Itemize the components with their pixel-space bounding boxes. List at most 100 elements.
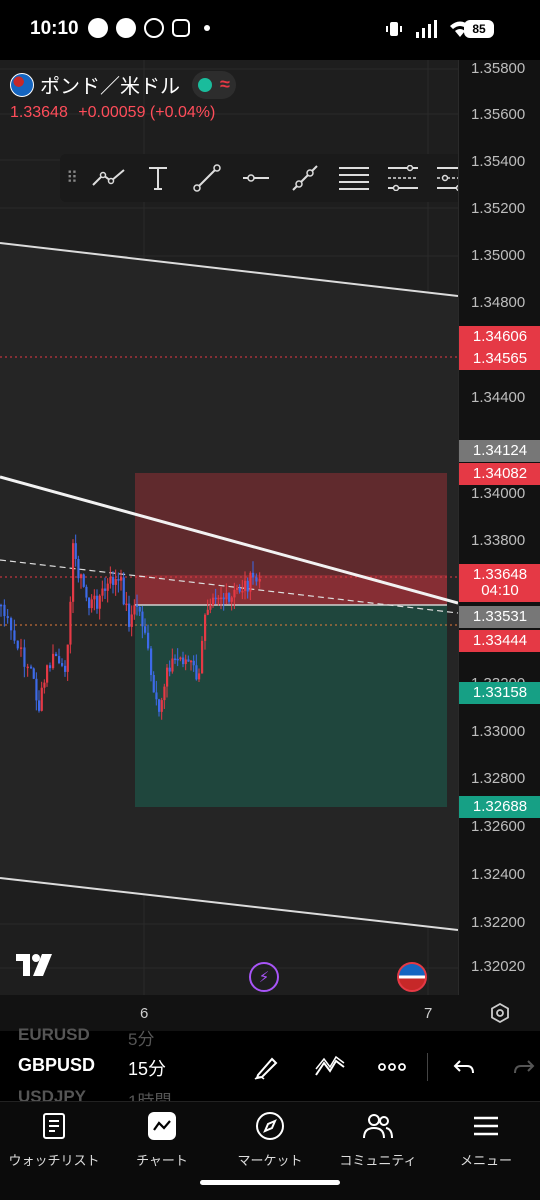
- candle-body: [122, 577, 125, 605]
- pitchfork-icon[interactable]: [427, 156, 458, 200]
- candle-body: [204, 614, 207, 641]
- us-flag-event-icon[interactable]: [397, 962, 427, 992]
- indicators-icon[interactable]: [312, 1049, 348, 1085]
- candle-body: [230, 597, 233, 602]
- candle-body: [133, 605, 136, 615]
- circle-app-icon: [116, 18, 136, 38]
- home-indicator[interactable]: [200, 1180, 340, 1185]
- price-axis[interactable]: 1.35800 1.35600 1.35400 1.35200 1.35000 …: [458, 60, 540, 995]
- price-tick: 1.32200: [471, 914, 526, 931]
- gbp-usd-flag-icon: [10, 72, 34, 97]
- community-icon: [324, 1108, 432, 1144]
- redo-icon[interactable]: [506, 1049, 540, 1085]
- trend-polyline-icon[interactable]: [84, 156, 133, 200]
- candle-body: [136, 605, 139, 607]
- toolbar-drag-handle-icon[interactable]: ⠿: [66, 170, 78, 187]
- candle-body: [82, 574, 85, 587]
- current-price: 1.33648: [10, 104, 68, 121]
- candle-body: [77, 558, 80, 579]
- candle-body: [201, 640, 204, 674]
- pen-draw-icon[interactable]: [248, 1049, 284, 1085]
- symbol-switcher[interactable]: GBPUSD: [18, 1055, 96, 1075]
- compass-icon: [216, 1108, 324, 1144]
- more-dot-icon: [204, 25, 210, 31]
- candle-body: [64, 665, 67, 672]
- candle-body: [52, 653, 55, 669]
- price-tick: 1.35000: [471, 247, 526, 264]
- nav-watchlist[interactable]: ウォッチリスト: [0, 1108, 108, 1169]
- nav-label: ウォッチリスト: [8, 1153, 100, 1168]
- price-chart[interactable]: [0, 60, 458, 995]
- undo-icon[interactable]: [446, 1049, 482, 1085]
- watch-item-faded[interactable]: EURUSD: [18, 1025, 90, 1044]
- price-tick: 1.32600: [471, 818, 526, 835]
- price-label-stop-high: 1.34606: [459, 326, 540, 348]
- candle-body: [114, 578, 117, 585]
- tradingview-logo[interactable]: [16, 954, 56, 981]
- candle-body: [96, 595, 99, 609]
- candle-body: [198, 673, 201, 680]
- stop-loss-zone-inner: [135, 575, 447, 605]
- price-label-current: 1.33648 04:10: [459, 564, 540, 602]
- price-tick: 1.35800: [471, 60, 526, 77]
- candle-body: [236, 588, 239, 590]
- candle-body: [120, 577, 123, 581]
- more-options-icon[interactable]: [374, 1049, 410, 1085]
- price-tick: 1.35600: [471, 106, 526, 123]
- price-label-bid: 1.33444: [459, 630, 540, 652]
- nav-chart[interactable]: チャート: [108, 1108, 216, 1169]
- market-status-pill[interactable]: ≈: [192, 70, 236, 99]
- nav-menu[interactable]: メニュー: [432, 1108, 540, 1169]
- horizontal-lines-icon[interactable]: [329, 156, 378, 200]
- timeframe-switcher[interactable]: 15分: [128, 1059, 167, 1079]
- candle-body: [217, 597, 220, 600]
- candle-body: [13, 630, 16, 641]
- candle-body: [38, 700, 41, 711]
- candle-body: [238, 588, 241, 592]
- candle-body: [174, 658, 177, 661]
- market-open-dot-icon: [198, 77, 212, 92]
- candle-body: [187, 659, 190, 662]
- ray-icon[interactable]: [280, 156, 329, 200]
- price-change: +0.00059 (+0.04%): [78, 104, 216, 121]
- chart-settings-icon[interactable]: [490, 1002, 510, 1028]
- candle-body: [206, 609, 209, 615]
- horizontal-line-icon[interactable]: [231, 156, 280, 200]
- price-label-level: 1.34565: [459, 348, 540, 370]
- drawing-toolbar[interactable]: ⠿: [60, 154, 458, 202]
- candle-body: [152, 675, 155, 693]
- nav-community[interactable]: コミュニティ: [324, 1108, 432, 1169]
- time-axis[interactable]: 6 7: [0, 995, 540, 1031]
- candle-body: [0, 604, 3, 607]
- channel-lower-line: [0, 877, 458, 931]
- candle-body: [101, 588, 104, 596]
- candle-body: [72, 543, 75, 602]
- price-tick: 1.32400: [471, 866, 526, 883]
- candle-body: [69, 601, 72, 645]
- price-tick: 1.32020: [471, 958, 526, 975]
- price-tick: 1.34000: [471, 485, 526, 502]
- symbol-header[interactable]: ポンド／米ドル ≈: [10, 70, 236, 99]
- line-app-icon: [88, 18, 108, 38]
- price-info: 1.33648 +0.00059 (+0.04%): [10, 104, 215, 122]
- price-label-entry: 1.33531: [459, 606, 540, 628]
- lightning-icon[interactable]: ⚡: [249, 962, 279, 992]
- candle-body: [222, 597, 225, 600]
- bottom-navigation: ウォッチリスト チャート マーケット コミュニティ メニュー: [0, 1101, 540, 1200]
- candle-body: [109, 577, 112, 584]
- status-bar: 10:10 85: [0, 0, 540, 60]
- candle-body: [117, 578, 120, 581]
- trend-line-icon[interactable]: [182, 156, 231, 200]
- candle-body: [241, 590, 244, 593]
- nav-market[interactable]: マーケット: [216, 1108, 324, 1169]
- candle-body: [58, 656, 61, 664]
- chart-canvas[interactable]: ポンド／米ドル ≈ 1.33648 +0.00059 (+0.04%) ⠿: [0, 60, 458, 995]
- price-tick: 1.35200: [471, 200, 526, 217]
- symbol-name[interactable]: ポンド／米ドル: [40, 76, 180, 98]
- threads-icon: [144, 18, 164, 38]
- text-icon[interactable]: [133, 156, 182, 200]
- candle-body: [104, 588, 107, 591]
- candle-body: [130, 614, 133, 627]
- parallel-channel-icon[interactable]: [378, 156, 427, 200]
- candle-body: [106, 583, 109, 591]
